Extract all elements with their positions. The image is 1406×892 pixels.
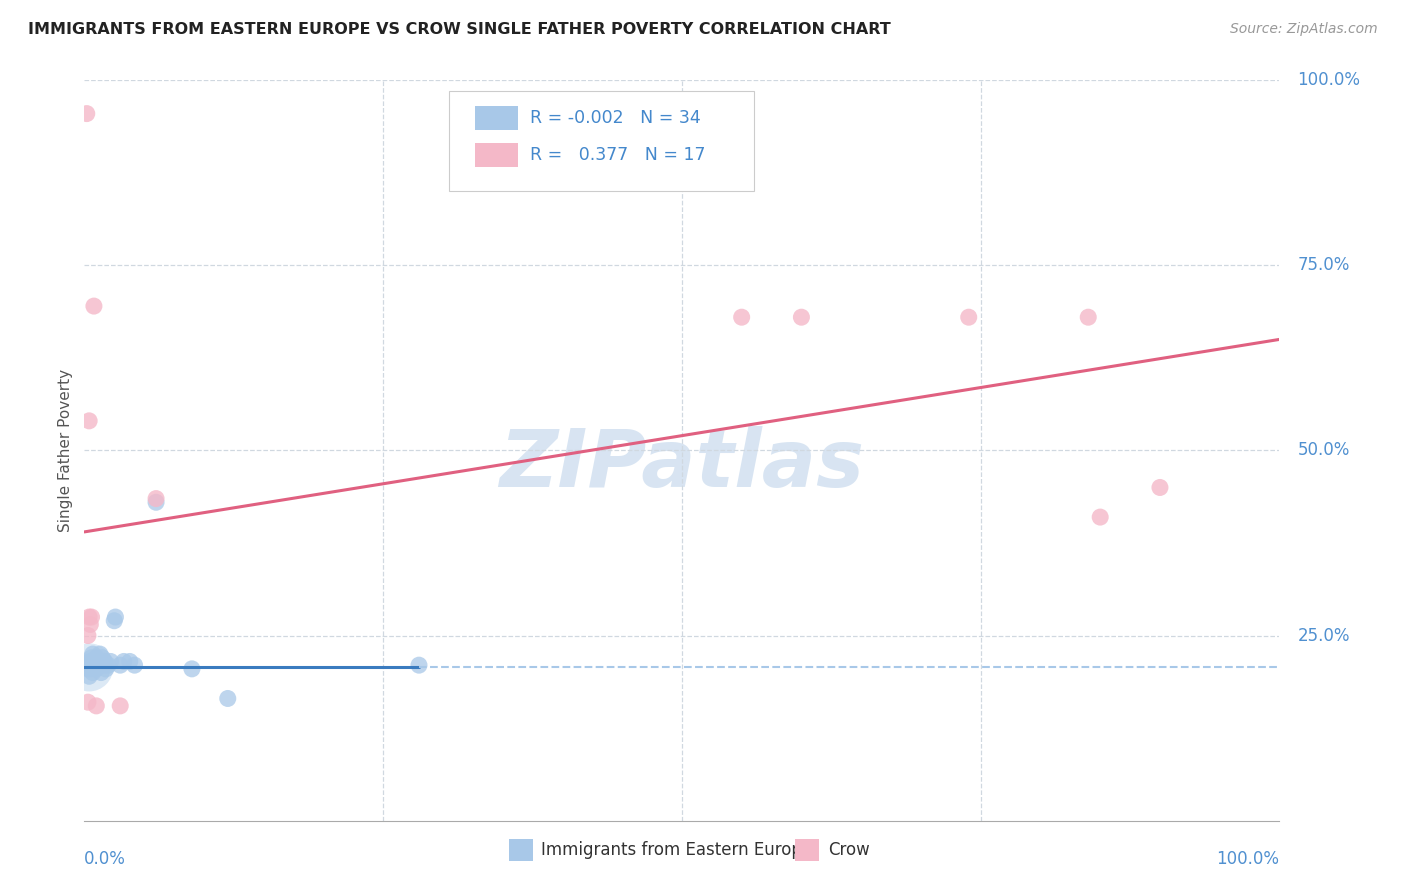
- Point: [86, 655, 108, 669]
- Point: [84, 655, 107, 669]
- Point: [145, 495, 167, 509]
- Point: [79, 655, 101, 669]
- Point: [103, 614, 125, 628]
- Point: [80, 655, 103, 669]
- Point: [731, 310, 754, 325]
- Point: [112, 655, 135, 669]
- Point: [408, 658, 430, 673]
- Point: [82, 665, 104, 680]
- Point: [90, 665, 112, 680]
- Point: [77, 669, 100, 683]
- Text: 50.0%: 50.0%: [1298, 442, 1350, 459]
- Point: [1088, 510, 1111, 524]
- Text: IMMIGRANTS FROM EASTERN EUROPE VS CROW SINGLE FATHER POVERTY CORRELATION CHART: IMMIGRANTS FROM EASTERN EUROPE VS CROW S…: [28, 22, 891, 37]
- Text: Source: ZipAtlas.com: Source: ZipAtlas.com: [1230, 22, 1378, 37]
- Point: [790, 310, 813, 325]
- Point: [82, 647, 104, 661]
- Point: [180, 662, 202, 676]
- Point: [84, 662, 107, 676]
- Point: [83, 299, 105, 313]
- Text: R =   0.377   N = 17: R = 0.377 N = 17: [530, 146, 706, 164]
- Point: [77, 628, 100, 642]
- Point: [77, 658, 100, 673]
- Point: [80, 610, 103, 624]
- FancyBboxPatch shape: [796, 839, 820, 862]
- Text: 25.0%: 25.0%: [1298, 626, 1350, 645]
- Text: Crow: Crow: [828, 841, 869, 859]
- Text: 100.0%: 100.0%: [1298, 71, 1361, 89]
- Point: [77, 695, 100, 709]
- FancyBboxPatch shape: [475, 144, 519, 167]
- FancyBboxPatch shape: [475, 106, 519, 130]
- FancyBboxPatch shape: [449, 91, 754, 192]
- Point: [76, 106, 98, 120]
- Point: [84, 698, 107, 713]
- Point: [110, 658, 132, 673]
- Point: [77, 414, 100, 428]
- Point: [79, 662, 101, 676]
- Text: ZIPatlas: ZIPatlas: [499, 426, 865, 504]
- Point: [93, 658, 115, 673]
- FancyBboxPatch shape: [509, 839, 533, 862]
- Point: [89, 647, 111, 661]
- Point: [80, 650, 103, 665]
- Text: 75.0%: 75.0%: [1298, 256, 1350, 275]
- Point: [124, 658, 146, 673]
- Text: R = -0.002   N = 34: R = -0.002 N = 34: [530, 109, 700, 127]
- Point: [145, 491, 167, 506]
- Point: [77, 662, 100, 676]
- Point: [110, 698, 132, 713]
- Text: 0.0%: 0.0%: [84, 850, 127, 868]
- Point: [87, 658, 110, 673]
- Point: [84, 650, 107, 665]
- Point: [957, 310, 980, 325]
- Point: [1149, 480, 1171, 494]
- Point: [217, 691, 239, 706]
- Point: [77, 660, 100, 674]
- Point: [104, 610, 127, 624]
- Text: 100.0%: 100.0%: [1216, 850, 1279, 868]
- Point: [79, 617, 101, 632]
- Point: [118, 655, 141, 669]
- Text: Immigrants from Eastern Europe: Immigrants from Eastern Europe: [541, 841, 813, 859]
- Point: [89, 655, 111, 669]
- Point: [93, 655, 115, 669]
- Point: [97, 658, 120, 673]
- Point: [94, 662, 117, 676]
- Point: [83, 658, 105, 673]
- Point: [77, 610, 100, 624]
- Point: [91, 650, 114, 665]
- Point: [1077, 310, 1099, 325]
- Point: [100, 655, 122, 669]
- Y-axis label: Single Father Poverty: Single Father Poverty: [58, 369, 73, 532]
